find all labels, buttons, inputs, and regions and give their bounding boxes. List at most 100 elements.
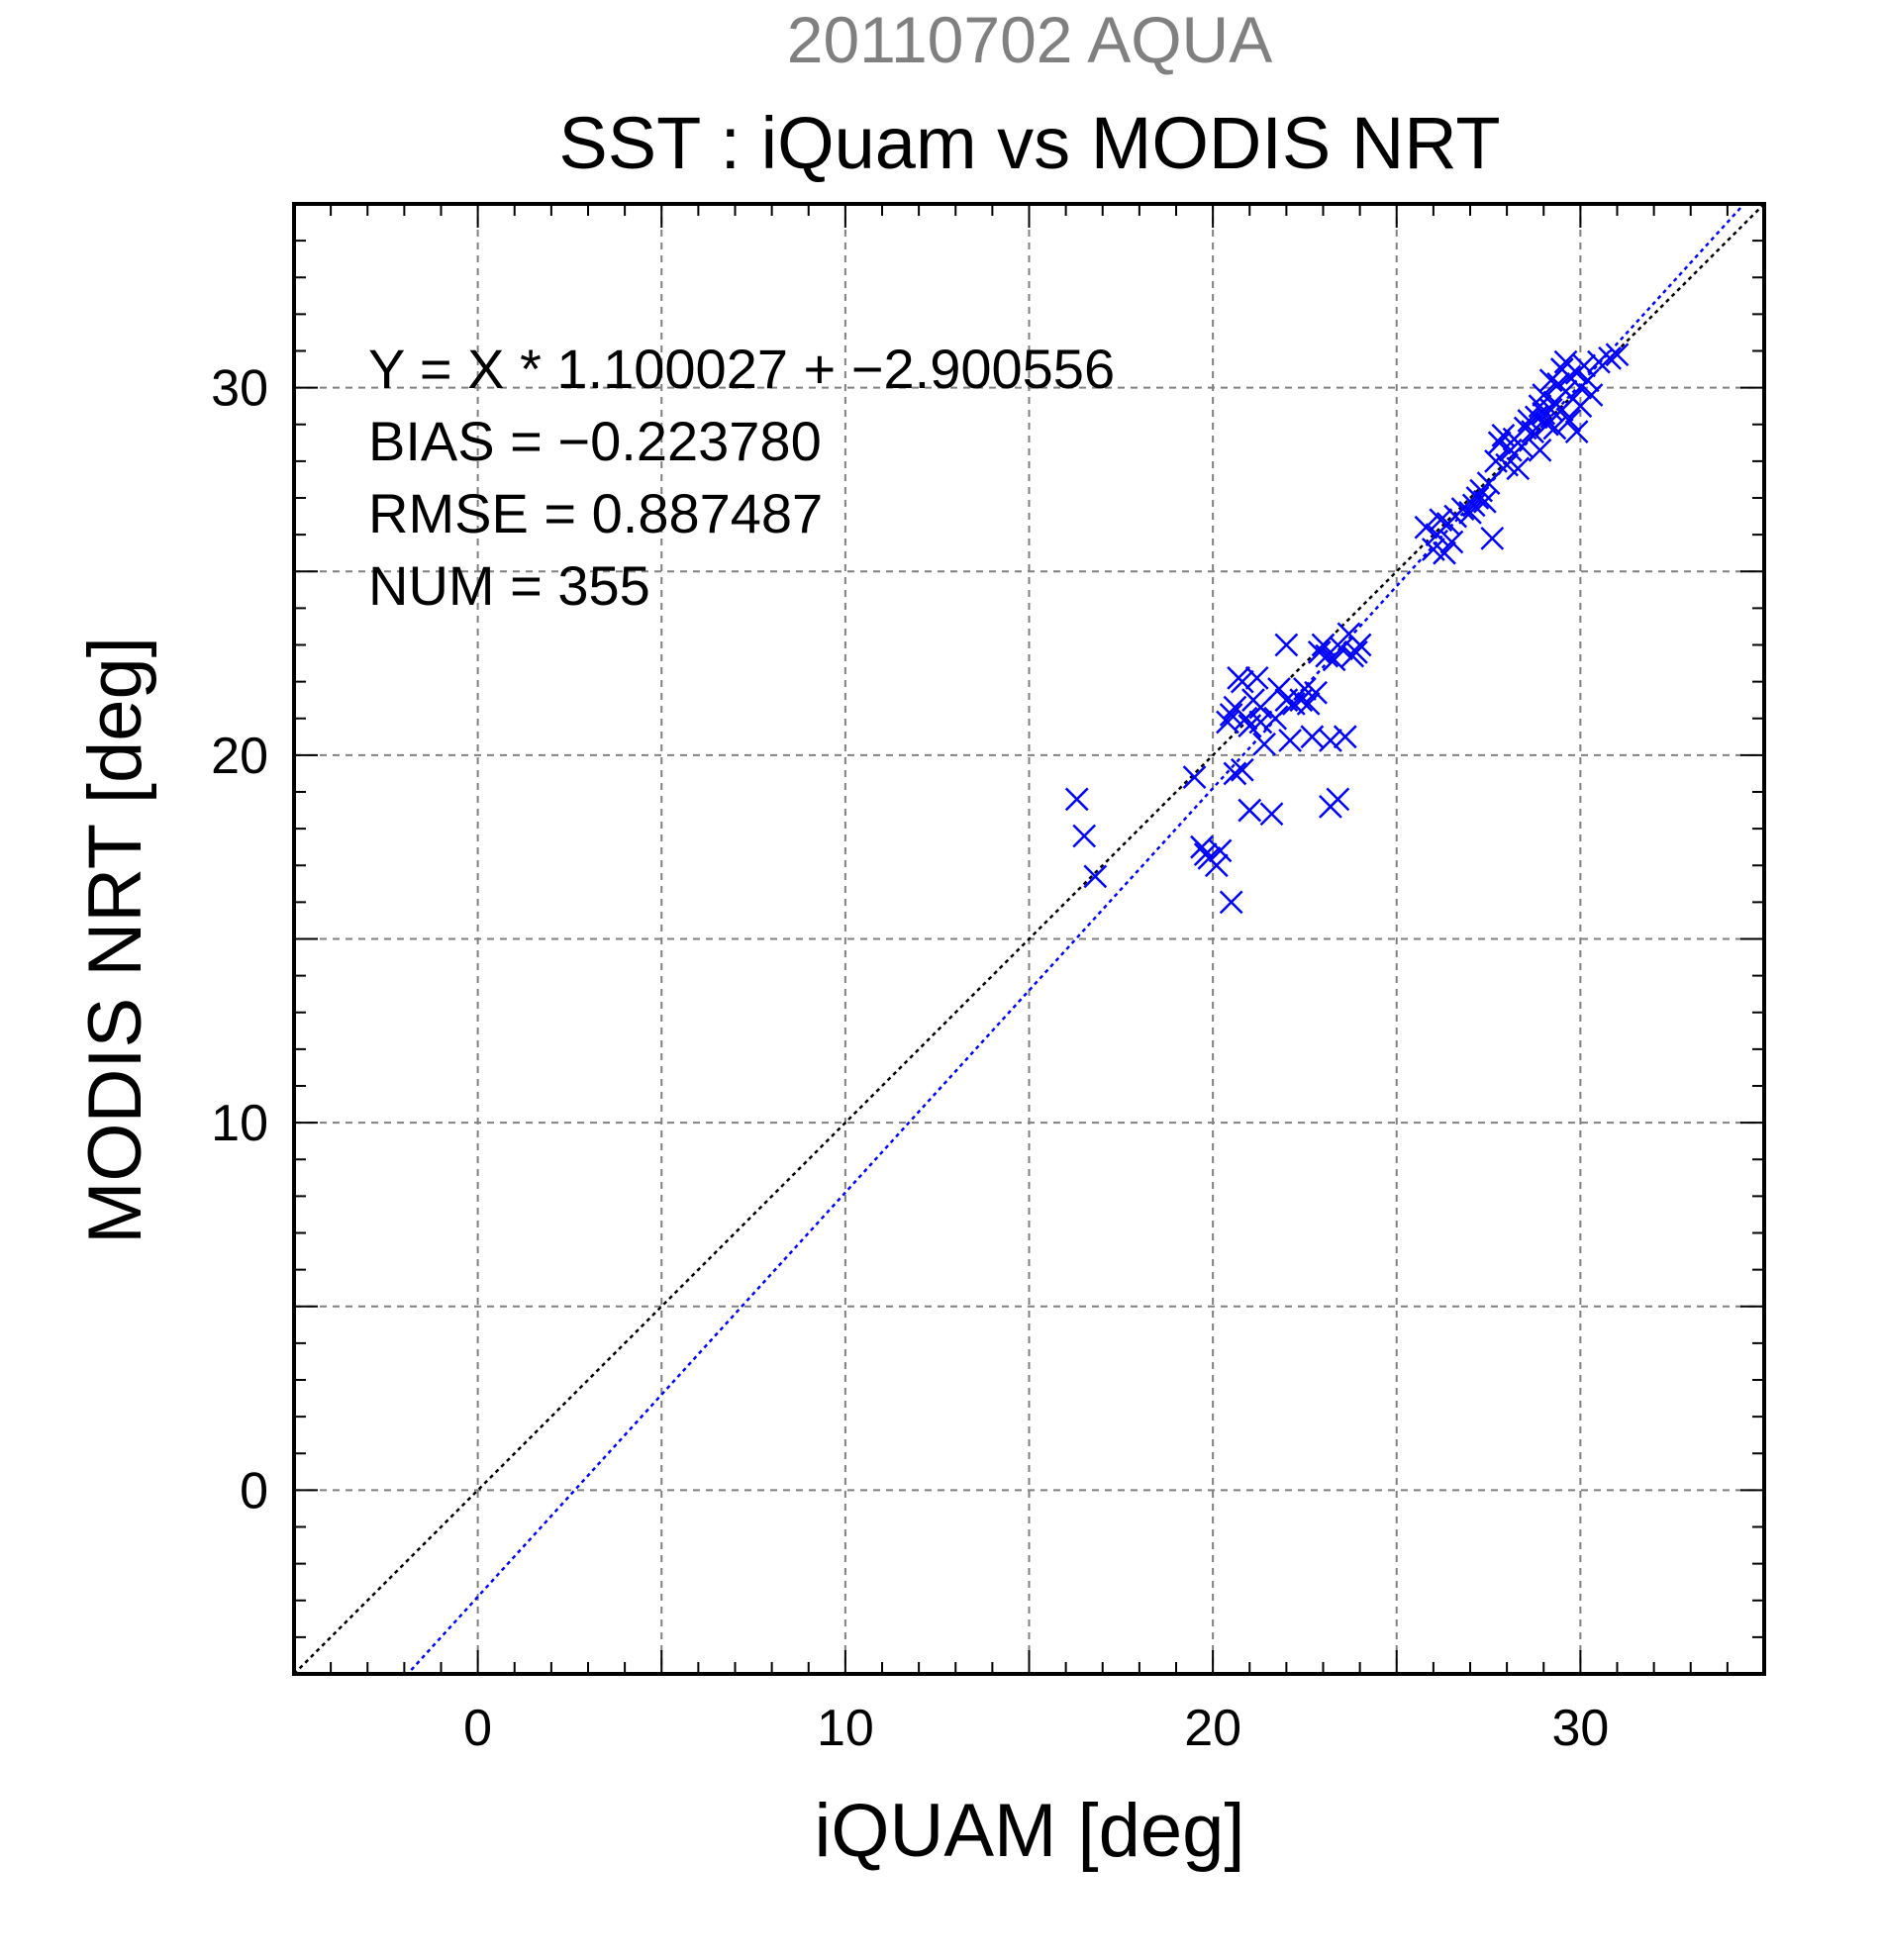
data-point bbox=[1304, 680, 1328, 705]
data-point bbox=[1553, 349, 1578, 374]
data-point-stroke bbox=[1330, 637, 1353, 661]
data-point bbox=[1248, 710, 1273, 735]
data-point bbox=[1538, 398, 1563, 422]
data-point bbox=[1333, 725, 1357, 749]
data-point bbox=[1414, 515, 1438, 539]
data-point-stroke bbox=[1219, 703, 1243, 727]
data-point bbox=[1433, 540, 1456, 565]
data-point-stroke bbox=[1263, 706, 1288, 731]
data-point bbox=[1579, 383, 1604, 407]
data-point bbox=[1598, 346, 1622, 370]
data-point-stroke bbox=[1476, 471, 1501, 496]
data-point bbox=[1263, 706, 1288, 731]
data-point bbox=[1429, 508, 1453, 533]
data-point bbox=[1557, 409, 1582, 433]
data-point bbox=[1330, 637, 1353, 661]
data-point bbox=[1472, 489, 1497, 514]
data-point-stroke bbox=[1248, 710, 1273, 735]
data-point-stroke bbox=[1223, 695, 1247, 720]
data-point-stroke bbox=[1083, 864, 1108, 889]
data-point bbox=[1208, 838, 1233, 863]
data-point bbox=[1465, 486, 1490, 510]
y-tick-label: 20 bbox=[211, 728, 268, 785]
data-point bbox=[1296, 692, 1321, 716]
data-point bbox=[1230, 669, 1254, 694]
data-point bbox=[1190, 834, 1214, 859]
data-point bbox=[1326, 787, 1350, 812]
data-point-stroke bbox=[1259, 802, 1284, 827]
data-point bbox=[1506, 456, 1531, 481]
data-point-stroke bbox=[1223, 761, 1247, 786]
y-tick-label: 0 bbox=[240, 1462, 268, 1519]
data-point bbox=[1234, 706, 1258, 731]
data-point-stroke bbox=[1326, 787, 1350, 812]
data-point-stroke bbox=[1304, 680, 1328, 705]
data-point bbox=[1575, 368, 1600, 393]
y-tick-label: 30 bbox=[211, 360, 268, 418]
data-point bbox=[1322, 647, 1346, 672]
data-point-stroke bbox=[1472, 489, 1497, 514]
data-point bbox=[1315, 643, 1339, 668]
data-point-stroke bbox=[1465, 486, 1490, 510]
data-point-stroke bbox=[1491, 424, 1516, 447]
data-point bbox=[1072, 824, 1097, 848]
data-point-stroke bbox=[1244, 666, 1269, 690]
data-point-stroke bbox=[1307, 640, 1332, 664]
data-point-stroke bbox=[1204, 853, 1229, 878]
data-point-stroke bbox=[1605, 343, 1630, 367]
stats-annotations: Y = X * 1.100027 + −2.900556 BIAS = −0.2… bbox=[368, 338, 1115, 617]
data-point-stroke bbox=[1495, 452, 1520, 477]
data-point bbox=[1216, 710, 1239, 735]
data-point-stroke bbox=[1528, 438, 1552, 462]
data-point-stroke bbox=[1484, 448, 1508, 473]
y-tick-label: 10 bbox=[211, 1095, 268, 1152]
data-point bbox=[1259, 802, 1284, 827]
data-point-stroke bbox=[1230, 757, 1254, 782]
x-tick-label: 10 bbox=[817, 1700, 874, 1757]
data-point-stroke bbox=[1433, 540, 1456, 565]
data-point-stroke bbox=[1542, 416, 1567, 441]
data-point-stroke bbox=[1344, 640, 1368, 664]
data-point-stroke bbox=[1538, 398, 1563, 422]
data-point bbox=[1307, 640, 1332, 664]
data-point-stroke bbox=[1300, 725, 1325, 749]
data-point-stroke bbox=[1322, 647, 1346, 672]
y-axis-title: MODIS NRT [deg] bbox=[73, 637, 157, 1244]
data-point-stroke bbox=[1230, 669, 1254, 694]
data-point bbox=[1278, 729, 1302, 752]
plot-frame bbox=[292, 202, 1766, 1676]
data-point bbox=[1252, 732, 1276, 756]
data-point-stroke bbox=[1458, 500, 1482, 525]
data-point bbox=[1083, 864, 1108, 889]
data-point-stroke bbox=[1072, 824, 1097, 848]
data-point bbox=[1204, 853, 1229, 878]
data-point-stroke bbox=[1347, 633, 1372, 657]
reference-lines bbox=[294, 204, 1764, 1674]
num-text: NUM = 355 bbox=[368, 554, 650, 617]
data-point bbox=[1487, 431, 1512, 455]
data-point-stroke bbox=[1439, 530, 1464, 554]
data-point-stroke bbox=[1532, 383, 1556, 407]
data-point-stroke bbox=[1557, 409, 1582, 433]
data-point-stroke bbox=[1267, 677, 1291, 701]
data-point bbox=[1064, 787, 1089, 812]
data-point bbox=[1230, 757, 1254, 782]
x-tick-label: 20 bbox=[1184, 1700, 1241, 1757]
data-point bbox=[1532, 383, 1556, 407]
x-tick-labels: 0 10 20 30 bbox=[463, 1700, 1609, 1757]
data-point bbox=[1219, 890, 1243, 915]
data-point-stroke bbox=[1319, 729, 1342, 752]
data-point-stroke bbox=[1311, 633, 1336, 657]
data-point-stroke bbox=[1252, 732, 1276, 756]
data-point-stroke bbox=[1293, 677, 1317, 701]
data-point-stroke bbox=[1429, 508, 1453, 533]
grid-lines bbox=[294, 204, 1764, 1674]
data-point bbox=[1480, 526, 1505, 550]
data-point-stroke bbox=[1414, 515, 1438, 539]
chart-subtitle: 20110702 AQUA bbox=[787, 3, 1273, 76]
data-point bbox=[1458, 500, 1482, 525]
data-point-stroke bbox=[1234, 706, 1258, 731]
data-point bbox=[1219, 703, 1243, 727]
data-point-stroke bbox=[1421, 538, 1445, 561]
